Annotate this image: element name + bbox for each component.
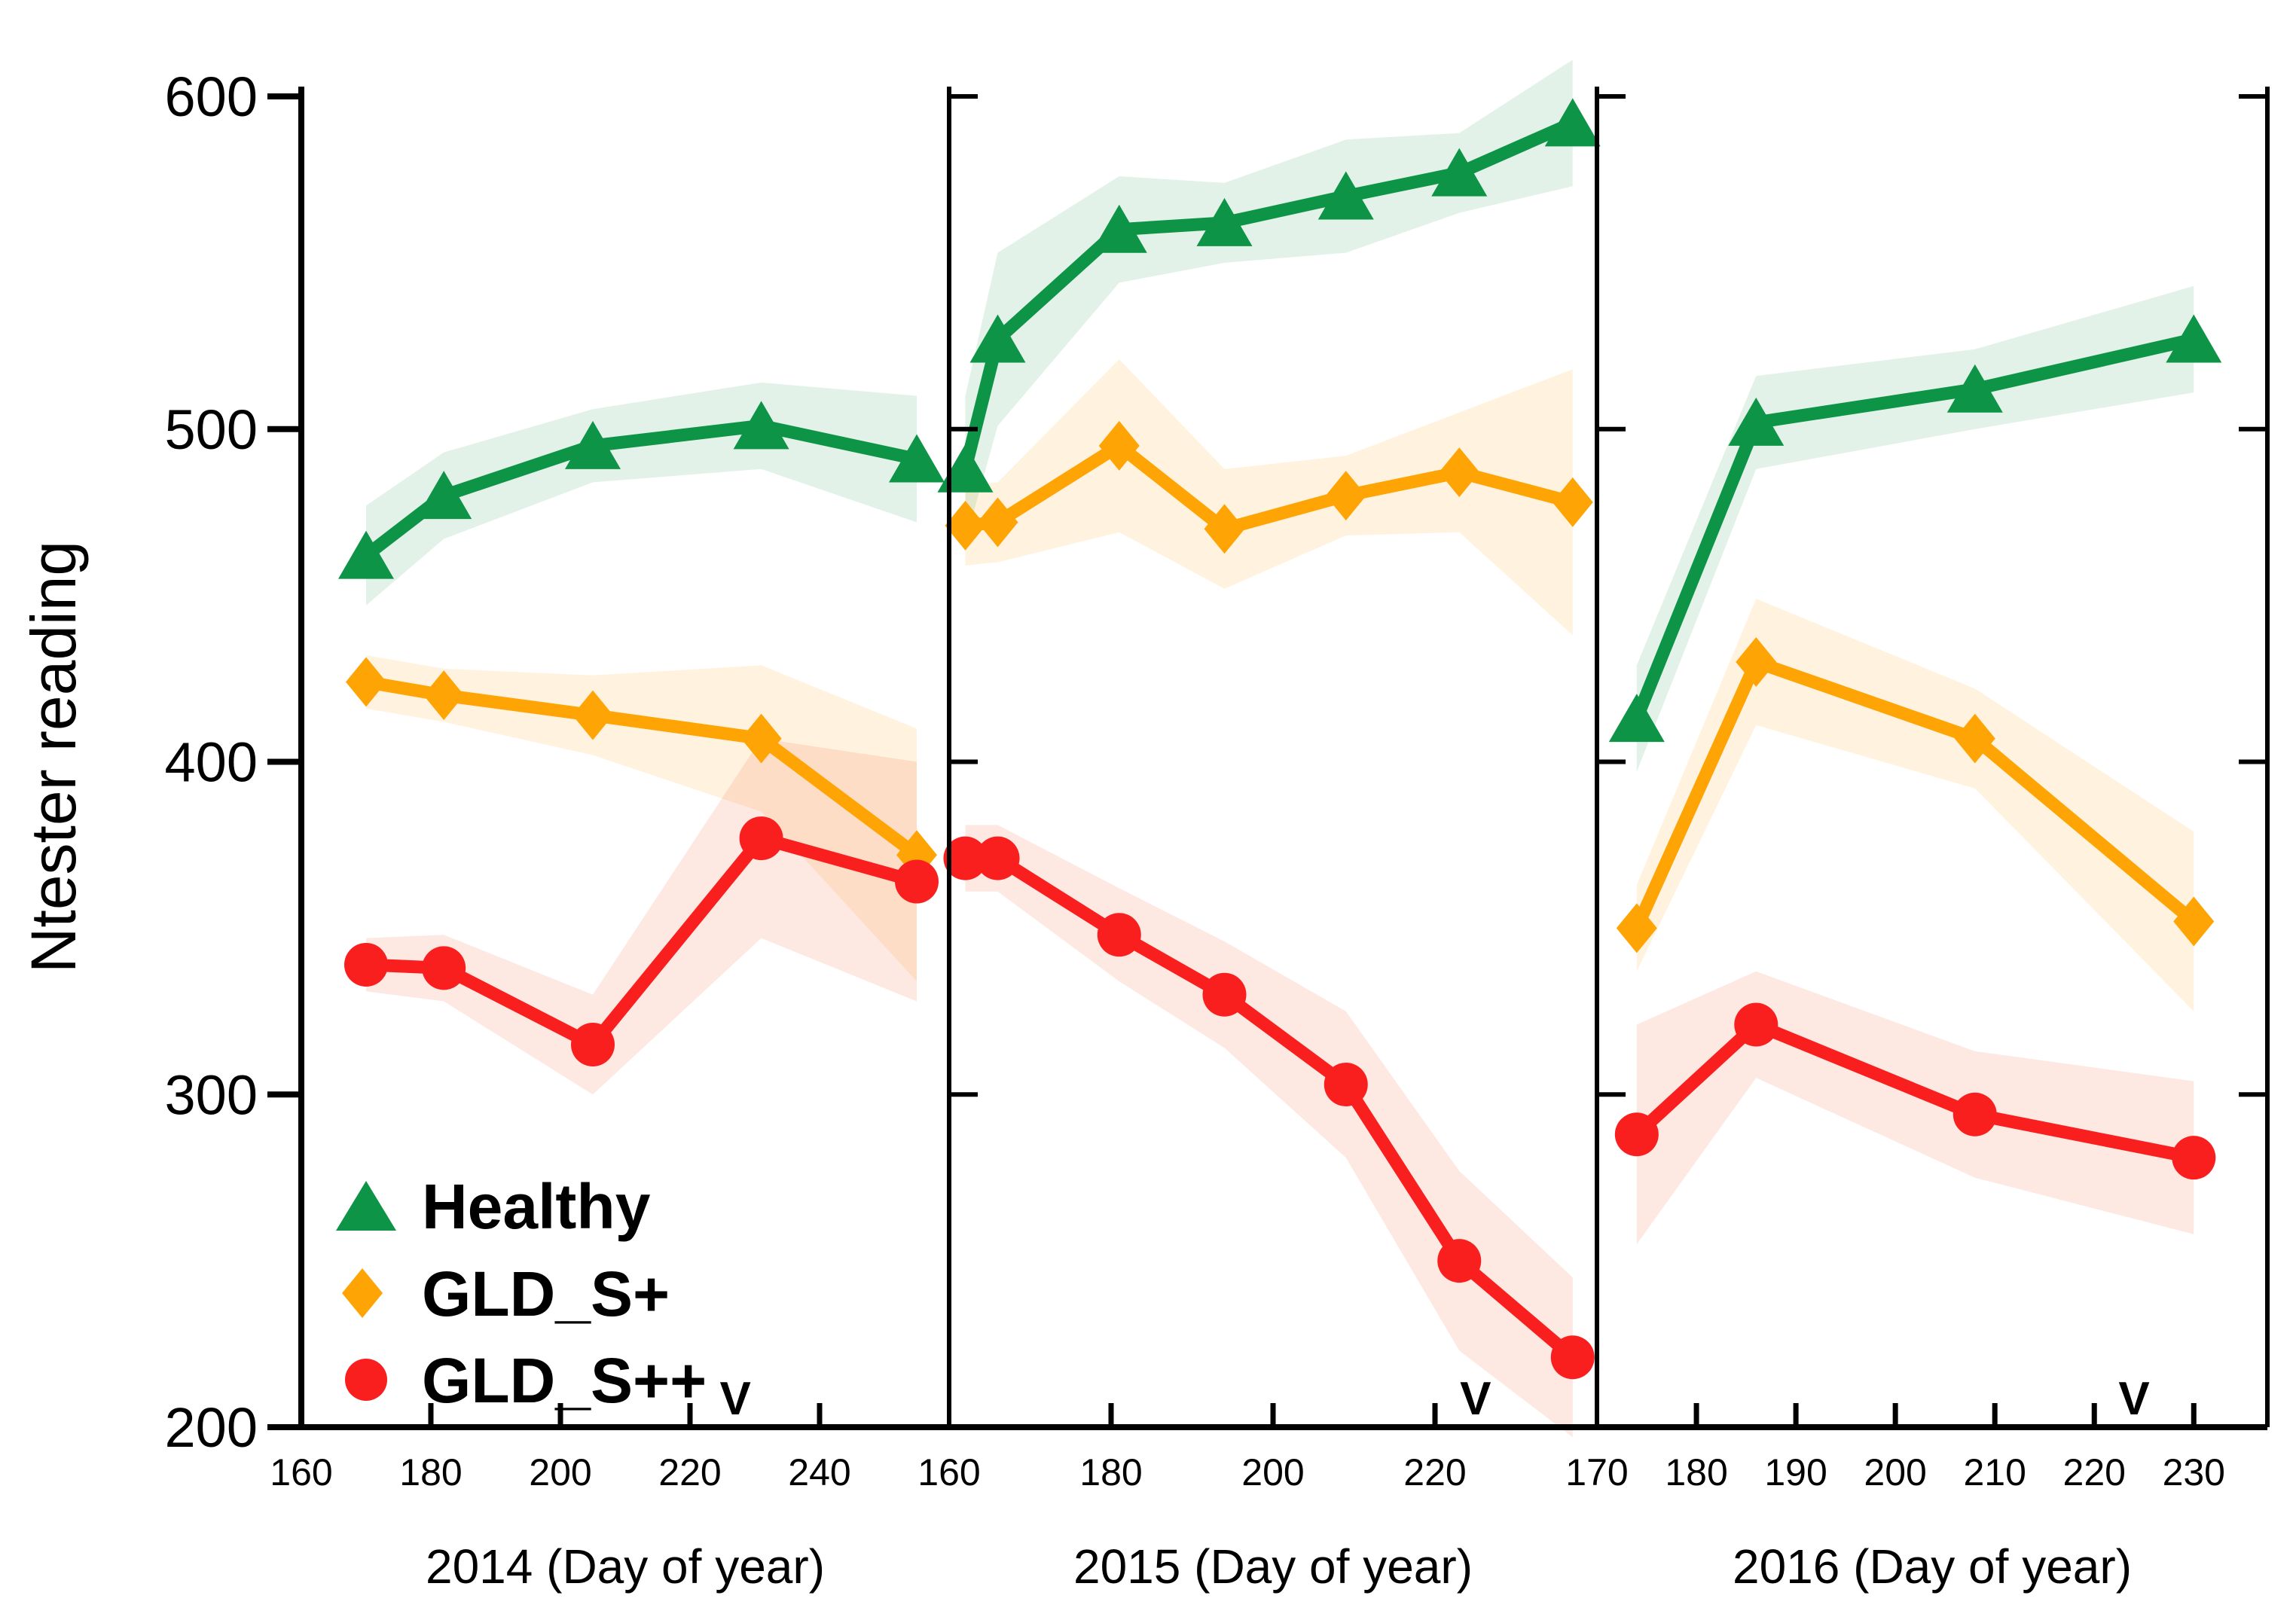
y-tick-label: 300 (165, 1063, 258, 1126)
gld-s-diamond-marker-icon (1616, 903, 1657, 953)
series-markers (338, 98, 2222, 1380)
x-tick-label: 180 (1079, 1451, 1142, 1493)
gld-s-circle-marker-icon (1614, 1112, 1659, 1157)
gld-s-line-2016 (1630, 1017, 2200, 1164)
gld-s-circle-marker-icon (943, 836, 988, 880)
gld-s-diamond-marker-icon (1552, 477, 1593, 527)
diamond-marker-icon (342, 1268, 383, 1318)
x-axis-label-2015: 2015 (Day of year) (1073, 1539, 1473, 1594)
gld-s-diamond-marker-icon (1098, 420, 1140, 471)
gld-s-diamond-marker-icon (1204, 504, 1245, 554)
gld-s-diamond-marker-icon (2173, 896, 2215, 947)
gld-s-diamond-marker-icon (1736, 636, 1777, 687)
y-tick-label: 400 (165, 731, 258, 794)
legend-label: GLD_S+ (422, 1258, 670, 1329)
triangle-marker-icon (336, 1181, 396, 1231)
gld-s-band-2015 (965, 825, 1573, 1438)
x-axis-label-2016: 2016 (Day of year) (1733, 1539, 2132, 1594)
legend-item-gld-s: GLD_S++ (345, 1345, 707, 1416)
gld-s-circle-marker-icon (422, 946, 466, 990)
gld-s-diamond-marker-icon (423, 670, 465, 721)
x-tick-label: 210 (1963, 1451, 2026, 1493)
healthy-triangle-marker-icon (1431, 148, 1488, 197)
legend-label: GLD_S++ (422, 1345, 707, 1416)
healthy-triangle-marker-icon (1091, 204, 1147, 253)
veraison-marker: V (720, 1373, 751, 1425)
gld-s-circle-marker-icon (2172, 1136, 2216, 1180)
gld-s-diamond-marker-icon (740, 713, 782, 764)
gld-s-circle-marker-icon (1324, 1062, 1368, 1106)
gld-s-circle-marker-icon (1202, 972, 1247, 1017)
healthy-line-2016 (1630, 332, 2200, 725)
gld-s-circle-marker-icon (1734, 1002, 1778, 1047)
healthy-triangle-marker-icon (565, 420, 621, 469)
legend: Healthy GLD_S+ GLD_S++ (336, 1171, 707, 1416)
x-tick-label: 190 (1764, 1451, 1827, 1493)
healthy-triangle-marker-icon (416, 471, 472, 520)
veraison-marker: V (1460, 1373, 1491, 1425)
gld-s-circle-marker-icon (1550, 1335, 1595, 1380)
healthy-triangle-marker-icon (1196, 197, 1253, 246)
x-tick-label: 170 (1565, 1451, 1628, 1493)
y-tick-label: 200 (165, 1396, 258, 1459)
x-tick-label: 220 (1403, 1451, 1466, 1493)
labels: 200 300 400 500 600 160 180 200 220 240 2014 (Day … (18, 66, 2225, 1594)
healthy-triangle-marker-icon (1946, 364, 2003, 413)
healthy-triangle-marker-icon (338, 530, 394, 579)
x-tick-label: 180 (1665, 1451, 1727, 1493)
gld-s-circle-marker-icon (1953, 1092, 1997, 1136)
gld-s-diamond-marker-icon (1439, 447, 1480, 498)
gld-s-band-2015 (965, 358, 1573, 636)
x-tick-label: 200 (1864, 1451, 1926, 1493)
gld-s-band-2016 (1636, 971, 2194, 1245)
x-tick-label: 220 (658, 1451, 721, 1493)
gld-s-diamond-marker-icon (1325, 471, 1366, 521)
healthy-triangle-marker-icon (1608, 694, 1665, 743)
x-tick-label: 200 (529, 1451, 591, 1493)
axes (267, 87, 2270, 1430)
gld-s-circle-marker-icon (975, 836, 1020, 880)
healthy-triangle-marker-icon (2166, 314, 2222, 363)
x-tick-label: 160 (917, 1451, 980, 1493)
legend-item-gld-s: GLD_S+ (342, 1258, 670, 1329)
healthy-triangle-marker-icon (1317, 171, 1374, 220)
y-tick-label: 500 (165, 398, 258, 461)
veraison-marker: V (2118, 1373, 2149, 1425)
x-tick-label: 200 (1241, 1451, 1304, 1493)
healthy-band-2016 (1636, 285, 2194, 772)
gld-s-circle-marker-icon (895, 859, 939, 904)
gld-s-diamond-marker-icon (1954, 713, 1995, 764)
gld-s-diamond-marker-icon (346, 657, 386, 707)
x-axis-label-2014: 2014 (Day of year) (426, 1539, 825, 1594)
gld-s-circle-marker-icon (1097, 913, 1141, 957)
legend-item-healthy: Healthy (336, 1171, 651, 1242)
gld-s-diamond-marker-icon (572, 690, 613, 740)
gld-s-circle-marker-icon (739, 816, 783, 861)
gld-s-circle-marker-icon (344, 942, 388, 987)
healthy-triangle-marker-icon (889, 434, 945, 483)
x-tick-label: 230 (2163, 1451, 2225, 1493)
healthy-triangle-marker-icon (969, 314, 1026, 363)
gld-s-circle-marker-icon (571, 1022, 615, 1066)
gld-s-line-2016 (1630, 655, 2200, 935)
healthy-triangle-marker-icon (1728, 397, 1785, 446)
x-tick-label: 180 (399, 1451, 462, 1493)
gld-s-band-2016 (1636, 599, 2194, 1011)
gld-s-circle-marker-icon (1437, 1239, 1482, 1283)
y-axis-label: Ntester reading (18, 541, 89, 973)
gld-s-diamond-marker-icon (945, 500, 986, 551)
x-tick-label: 160 (270, 1451, 332, 1493)
circle-marker-icon (345, 1359, 387, 1401)
gld-s-diamond-marker-icon (977, 497, 1018, 548)
y-tick-label: 600 (165, 66, 258, 128)
healthy-triangle-marker-icon (1544, 98, 1601, 147)
legend-label: Healthy (422, 1171, 651, 1242)
x-tick-label: 240 (788, 1451, 850, 1493)
x-tick-label: 220 (2063, 1451, 2126, 1493)
healthy-triangle-marker-icon (733, 401, 789, 450)
